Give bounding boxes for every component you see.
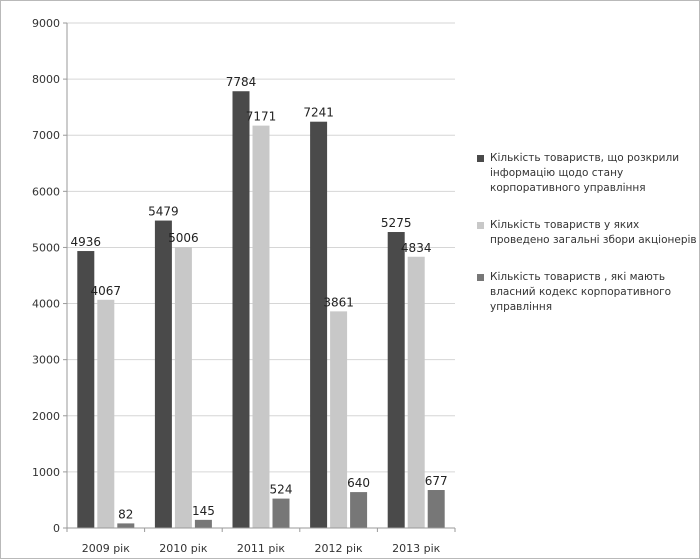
data-label: 4067 (91, 284, 122, 298)
bar-codex (272, 498, 290, 528)
legend-swatch-disclosed (477, 155, 484, 162)
data-label: 145 (192, 504, 215, 518)
bar-meetings (407, 256, 425, 528)
data-labels: 4936 4067 82 5479 5006 145 7784 7171 524 7241 3861… (71, 75, 448, 521)
legend-label-meetings: Кількість товариств у яких проведено заг… (490, 219, 697, 246)
legend-item-codex: Кількість товариств , які мають власний … (477, 270, 699, 315)
data-label: 7784 (226, 75, 257, 89)
data-label: 7171 (246, 110, 277, 124)
data-label: 5479 (148, 205, 179, 219)
y-tick-label: 4000 (32, 298, 60, 311)
x-axis: 2009 рік 2010 рік 2011 рік 2012 рік 2013 рік (66, 527, 456, 555)
data-label: 524 (270, 483, 293, 497)
bar-meetings (97, 299, 115, 528)
x-tick-label: 2013 рік (392, 542, 441, 555)
y-tick-label: 3000 (32, 354, 60, 367)
bar-disclosed (310, 121, 328, 528)
bar-disclosed (387, 232, 405, 528)
legend-swatch-codex (477, 274, 484, 281)
y-tick-label: 1000 (32, 466, 60, 479)
y-tick-label: 8000 (32, 73, 60, 86)
legend-label-disclosed: Кількість товариств, що розкрили інформа… (490, 152, 680, 194)
bar-disclosed (232, 91, 250, 528)
y-tick-label: 7000 (32, 129, 60, 142)
data-label: 7241 (303, 106, 334, 120)
legend: Кількість товариств, що розкрили інформа… (477, 151, 699, 337)
y-tick-label: 9000 (32, 17, 60, 30)
x-tick-label: 2009 рік (82, 542, 131, 555)
legend-label-codex: Кількість товариств , які мають власний … (490, 271, 672, 313)
legend-swatch-meetings (477, 222, 484, 229)
data-label: 5275 (381, 216, 412, 230)
bar-codex (350, 492, 368, 528)
data-label: 5006 (168, 231, 199, 245)
y-tick-label: 0 (53, 522, 60, 535)
data-label: 4834 (401, 241, 432, 255)
x-tick-label: 2012 рік (315, 542, 364, 555)
y-axis: 0 1000 2000 3000 4000 5000 6000 7000 8000 9000 (32, 17, 68, 535)
legend-item-meetings: Кількість товариств у яких проведено заг… (477, 218, 699, 248)
legend-item-disclosed: Кількість товариств, що розкрили інформа… (477, 151, 699, 196)
x-tick-label: 2011 рік (237, 542, 286, 555)
data-label: 4936 (71, 235, 102, 249)
bar-meetings (252, 125, 270, 528)
data-label: 640 (347, 476, 370, 490)
bar-codex (117, 523, 135, 528)
bar-codex (427, 490, 445, 528)
data-label: 82 (118, 507, 133, 521)
bar-meetings (330, 311, 348, 528)
y-tick-label: 5000 (32, 241, 60, 254)
bars (77, 91, 445, 529)
bar-disclosed (154, 220, 172, 529)
data-label: 677 (425, 474, 448, 488)
data-label: 3861 (323, 295, 354, 309)
bar-disclosed (77, 251, 95, 528)
bar-codex (194, 519, 212, 528)
y-tick-label: 6000 (32, 185, 60, 198)
bar-meetings (174, 247, 192, 528)
x-tick-label: 2010 рік (159, 542, 208, 555)
y-tick-label: 2000 (32, 410, 60, 423)
